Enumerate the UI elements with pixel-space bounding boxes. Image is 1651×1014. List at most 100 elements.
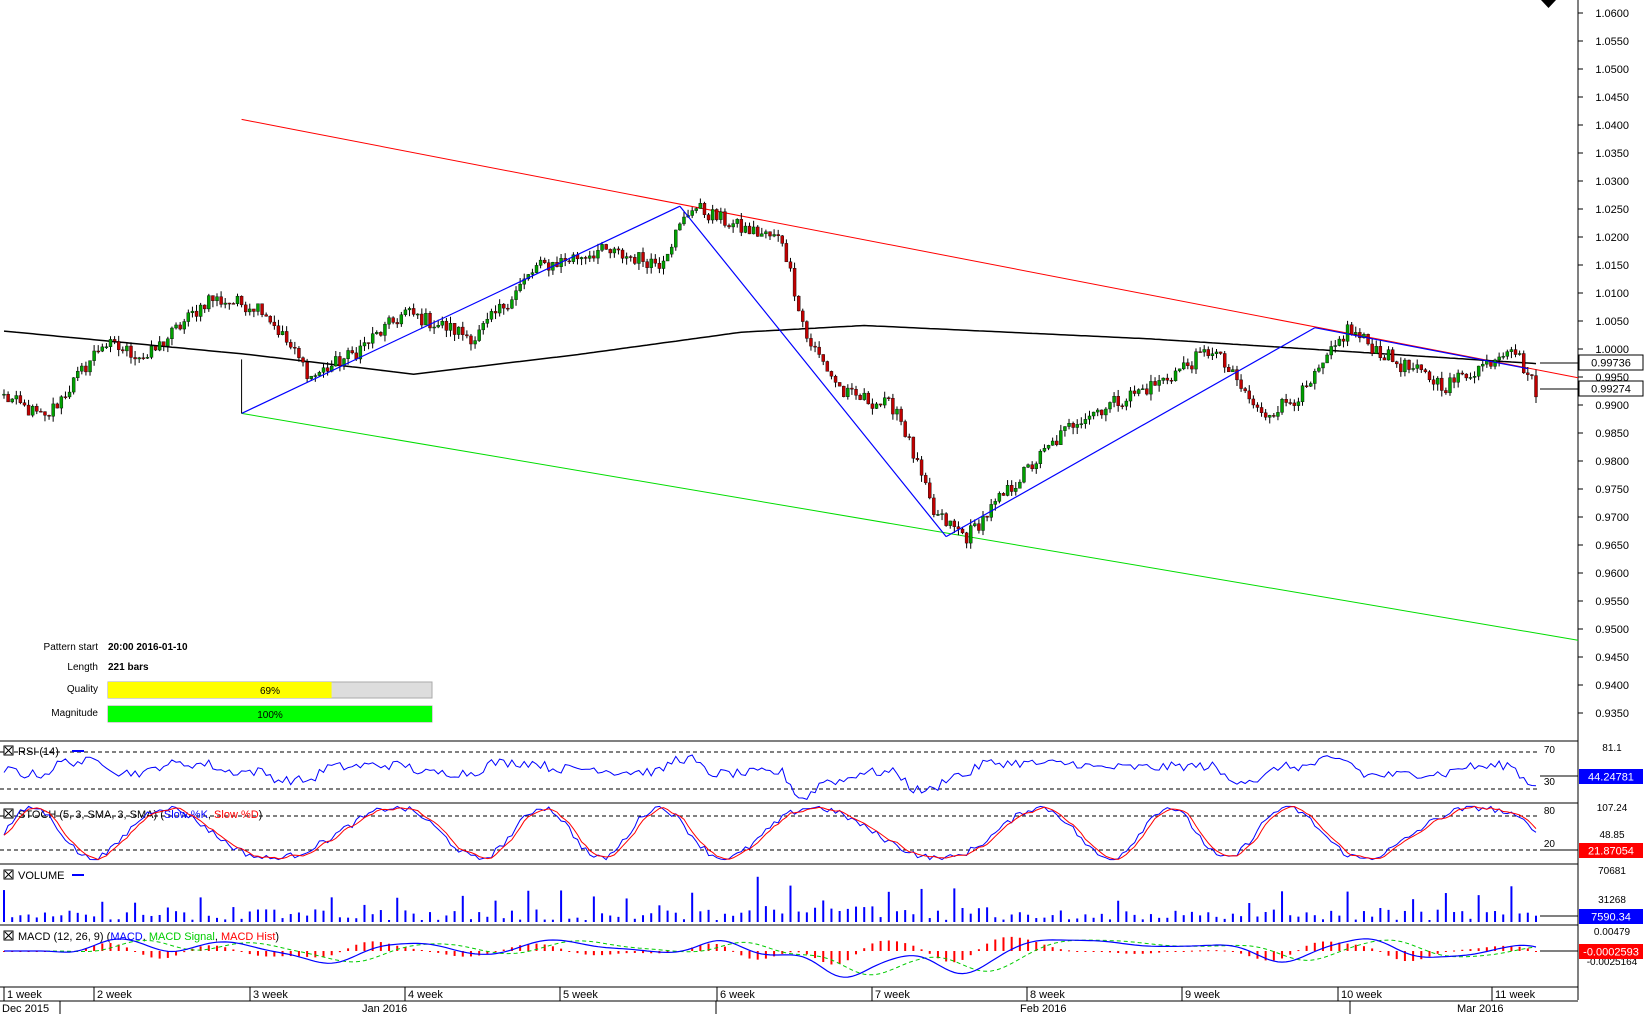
macd-hist-bar xyxy=(93,945,96,951)
candle-body xyxy=(1390,349,1395,362)
volume-bar xyxy=(68,910,71,922)
candle xyxy=(1096,408,1100,417)
price-tick-label: 0.9750 xyxy=(1595,484,1629,496)
candle-body xyxy=(1272,415,1276,417)
volume-bar xyxy=(207,915,210,922)
candle-body xyxy=(1456,372,1460,383)
candle-body xyxy=(1317,367,1321,372)
candle xyxy=(1534,369,1538,404)
candle-body xyxy=(1284,399,1288,403)
candle xyxy=(1038,449,1043,469)
macd-hist-bar xyxy=(1149,951,1152,954)
volume-bar xyxy=(535,909,538,922)
candle xyxy=(420,308,424,329)
candle xyxy=(133,350,137,366)
volume-bar xyxy=(461,895,464,922)
candle-body xyxy=(1042,448,1047,452)
volume-bar xyxy=(1412,899,1415,922)
scroll-marker-icon[interactable] xyxy=(1541,0,1556,8)
volume-bar xyxy=(1084,914,1087,922)
candle-body xyxy=(608,249,612,254)
volume-bar xyxy=(1461,911,1464,922)
macd-panel[interactable]: MACD (12, 26, 9) (MACD, MACD Signal, MAC… xyxy=(0,927,1643,988)
candle xyxy=(174,322,178,330)
rsi-panel[interactable]: RSI (14) 70 30 81.1 44.24781 xyxy=(0,743,1643,804)
candle-body xyxy=(768,231,772,237)
candle-body xyxy=(1124,400,1129,407)
macd-hist-bar xyxy=(1141,951,1144,954)
rsi-level-70: 70 xyxy=(1544,745,1556,756)
volume-bar xyxy=(568,918,571,922)
price-tick-label: 1.0100 xyxy=(1595,288,1629,300)
candle-body xyxy=(735,219,739,224)
candle xyxy=(796,295,801,312)
volume-bar xyxy=(855,906,858,922)
candle xyxy=(92,345,96,366)
candle-body xyxy=(1034,463,1038,470)
candle xyxy=(903,419,907,438)
candle xyxy=(653,254,658,267)
volume-bar xyxy=(429,912,432,922)
candle-body xyxy=(338,356,342,367)
volume-panel[interactable]: VOLUME 70681 31268 7590.34 xyxy=(0,866,1643,926)
stoch-panel[interactable]: STOCH (5, 3, SMA, 3, SMA) (Slow %K, Slow… xyxy=(0,803,1643,865)
volume-bar xyxy=(1281,891,1284,922)
candle xyxy=(1395,360,1399,368)
volume-bar xyxy=(1117,900,1120,922)
candle-body xyxy=(1337,338,1342,346)
macd-hist-bar xyxy=(650,951,653,954)
candle xyxy=(1165,373,1170,385)
candle-body xyxy=(1501,356,1505,358)
channel-lines xyxy=(241,118,1579,641)
candle-body xyxy=(1489,360,1493,367)
macd-hist-bar xyxy=(871,943,874,951)
macd-hist-bar xyxy=(814,951,817,959)
candle xyxy=(1382,355,1387,361)
candle-body xyxy=(1464,373,1469,379)
candle-body xyxy=(35,406,39,412)
candle xyxy=(596,243,600,265)
candle xyxy=(1202,345,1206,357)
macd-hist-bar xyxy=(134,951,137,952)
candle xyxy=(301,356,305,367)
candle-body xyxy=(497,303,502,314)
macd-hist-bar xyxy=(502,949,505,951)
candle-body xyxy=(1149,381,1153,395)
candle-body xyxy=(403,309,408,315)
candle xyxy=(772,229,776,238)
candle-body xyxy=(780,235,784,244)
candle xyxy=(1169,377,1174,384)
candle-body xyxy=(825,361,830,372)
volume-bar xyxy=(1289,915,1292,922)
volume-bar xyxy=(1149,914,1152,922)
candle-body xyxy=(104,346,109,348)
volume-bar xyxy=(773,909,776,922)
volume-mid-tick: 31268 xyxy=(1598,895,1626,906)
macd-hist-bar xyxy=(1461,949,1464,951)
candle-body xyxy=(235,295,240,304)
macd-hist-bar xyxy=(1076,951,1079,952)
candle xyxy=(792,262,797,302)
week-label: 9 week xyxy=(1185,989,1220,1001)
macd-hist-bar xyxy=(445,951,448,955)
candle xyxy=(809,333,813,351)
candle-body xyxy=(940,513,944,515)
candle xyxy=(1149,374,1153,401)
volume-bar xyxy=(1502,914,1505,922)
volume-bar xyxy=(1256,916,1259,922)
volume-bar xyxy=(281,918,284,922)
candle xyxy=(153,345,158,352)
candle xyxy=(784,239,789,263)
candle-body xyxy=(1292,402,1297,406)
candle-body xyxy=(84,365,88,373)
volume-bar xyxy=(84,914,87,922)
candle-body xyxy=(907,436,911,438)
candle xyxy=(502,303,506,315)
month-label: Dec 2015 xyxy=(2,1003,49,1014)
stoch-level-20: 20 xyxy=(1544,839,1556,850)
magnitude-bar-fill xyxy=(108,706,432,722)
candle-body xyxy=(14,395,18,400)
candle xyxy=(1046,444,1051,451)
candle-body xyxy=(1263,412,1268,418)
